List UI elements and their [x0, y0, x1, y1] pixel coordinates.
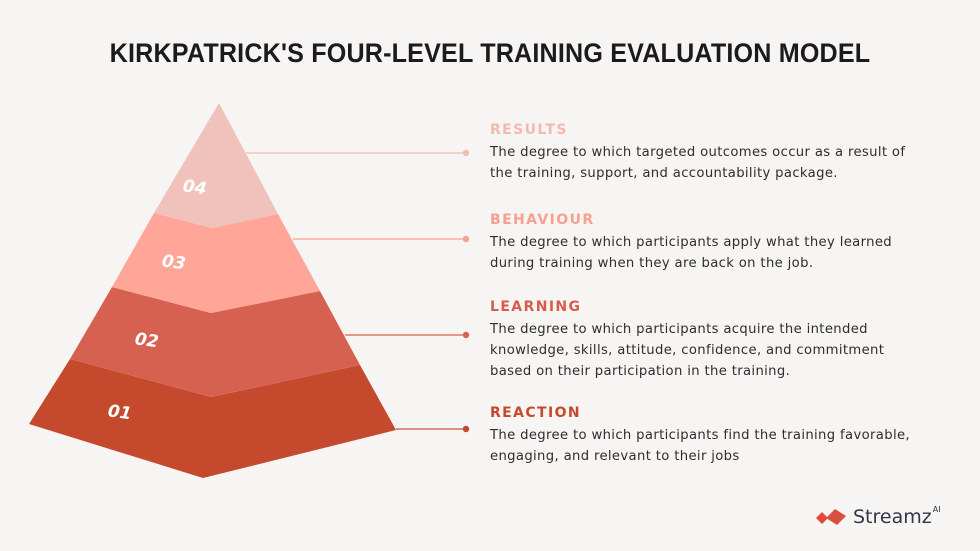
logo-text: Streamz: [853, 506, 932, 528]
connector-reaction: [396, 425, 470, 433]
description-line: The degree to which participants find th…: [490, 428, 910, 443]
connector-learning: [345, 331, 470, 339]
level-heading-results: RESULTS: [490, 122, 568, 138]
level-item-learning: LEARNING The degree to which participant…: [490, 298, 970, 382]
level-number-4: 04: [182, 176, 208, 199]
pyramid-level-4: [154, 103, 278, 228]
pyramid-level-2: [70, 287, 360, 397]
level-number-3: 03: [161, 251, 187, 274]
level-number-2: 02: [134, 329, 160, 352]
level-item-results: RESULTS The degree to which targeted out…: [490, 121, 970, 184]
pyramid-level-1: [29, 359, 396, 478]
connector-results: [246, 149, 470, 157]
level-heading-reaction: REACTION: [490, 405, 582, 421]
description-line: knowledge, skills, attitude, confidence,…: [490, 343, 885, 358]
description-line: based on their participation in the trai…: [490, 364, 791, 379]
connector-behaviour: [293, 235, 470, 243]
level-heading-behaviour: BEHAVIOUR: [490, 212, 595, 228]
level-item-behaviour: BEHAVIOUR The degree to which participan…: [490, 211, 970, 274]
description-line: during training when they are back on th…: [490, 256, 814, 271]
level-heading-learning: LEARNING: [490, 299, 582, 315]
description-line: The degree to which participants apply w…: [490, 235, 893, 250]
description-line: The degree to which participants acquire…: [490, 322, 868, 337]
level-number-1: 01: [107, 401, 133, 424]
description-line: engaging, and relevant to their jobs: [490, 449, 740, 464]
description-line: the training, support, and accountabilit…: [490, 166, 838, 181]
description-line: The degree to which targeted outcomes oc…: [490, 145, 906, 160]
level-description-results: The degree to which targeted outcomes oc…: [490, 142, 970, 184]
streamz-diamonds-icon: [816, 509, 846, 525]
level-item-reaction: REACTION The degree to which participant…: [490, 404, 970, 467]
level-description-learning: The degree to which participants acquire…: [490, 319, 970, 382]
page-title: KIRKPATRICK'S FOUR-LEVEL TRAINING EVALUA…: [109, 38, 871, 68]
level-description-reaction: The degree to which participants find th…: [490, 425, 970, 467]
logo-superscript: AI: [932, 504, 941, 514]
brand-logo: Streamz AI: [815, 504, 941, 528]
level-description-behaviour: The degree to which participants apply w…: [490, 232, 970, 274]
pyramid-level-3: [112, 213, 320, 313]
